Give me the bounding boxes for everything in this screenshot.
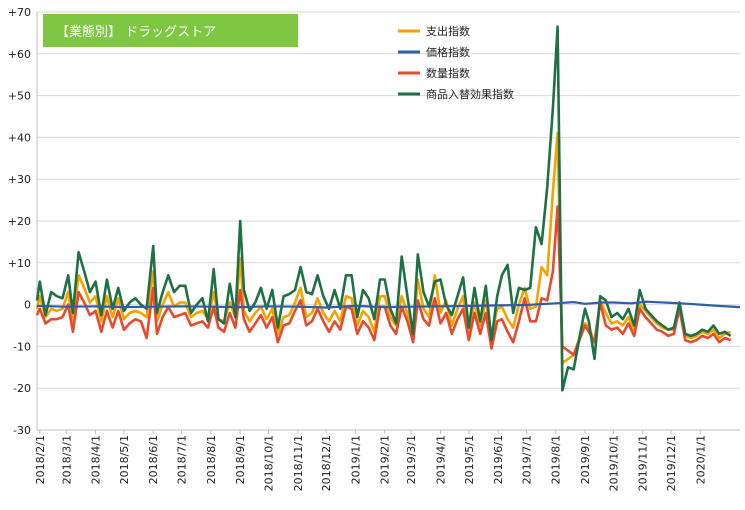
x-tick-label: 2019/6/1 xyxy=(492,435,505,484)
legend-label: 価格指数 xyxy=(426,45,470,59)
legend-label: 商品入替効果指数 xyxy=(426,87,514,101)
y-tick-label: -30 xyxy=(13,424,31,437)
x-tick-label: 2018/6/1 xyxy=(147,435,160,484)
y-tick-label: +50 xyxy=(8,90,31,103)
y-tick-label: +60 xyxy=(8,48,31,61)
x-tick-label: 2019/5/1 xyxy=(463,435,476,484)
y-tick-label: 0 xyxy=(24,299,31,312)
x-tick-label: 2018/10/1 xyxy=(262,435,275,491)
x-tick-label: 2019/12/1 xyxy=(665,435,678,491)
x-tick-label: 2019/4/1 xyxy=(434,435,447,484)
chart-title-box: 【業態別】 ドラッグストア xyxy=(43,14,298,47)
x-axis-ticks: 2018/2/1 2018/3/1 2018/4/1 2018/5/1 2018/6/1… xyxy=(34,12,740,491)
legend-label: 数量指数 xyxy=(426,66,470,80)
series-lines xyxy=(35,25,741,392)
y-tick-label: +30 xyxy=(8,173,31,186)
series-line-0 xyxy=(35,131,732,365)
y-tick-label: +10 xyxy=(8,257,31,270)
x-tick-label: 2019/10/1 xyxy=(607,435,620,491)
y-tick-label: +70 xyxy=(8,6,31,19)
x-tick-label: 2018/2/1 xyxy=(34,435,47,484)
x-tick-label: 2019/8/1 xyxy=(550,435,563,484)
x-tick-label: 2018/9/1 xyxy=(234,435,247,484)
chart-title: 【業態別】 ドラッグストア xyxy=(56,24,216,40)
x-tick-label: 2019/11/1 xyxy=(637,435,650,491)
legend-label: 支出指数 xyxy=(426,24,470,38)
x-tick-label: 2018/4/1 xyxy=(90,435,103,484)
x-tick-label: 2018/8/1 xyxy=(205,435,218,484)
x-tick-label: 2018/11/1 xyxy=(292,435,305,491)
x-tick-label: 2019/3/1 xyxy=(405,435,418,484)
x-tick-label: 2019/9/1 xyxy=(579,435,592,484)
grid-lines xyxy=(37,11,740,431)
x-tick-label: 2018/3/1 xyxy=(60,435,73,484)
x-tick-label: 2019/2/1 xyxy=(379,435,392,484)
x-tick-label: 2018/7/1 xyxy=(176,435,189,484)
y-axis-ticks: +70 +60 +50 +40 +30 +20 +10 0 -10 -20 -30 xyxy=(8,6,31,437)
y-tick-label: +40 xyxy=(8,131,31,144)
series-line-3 xyxy=(35,25,732,392)
series-line-1 xyxy=(36,300,741,309)
x-tick-label: 2019/7/1 xyxy=(520,435,533,484)
y-tick-label: -10 xyxy=(13,340,31,353)
y-tick-label: -20 xyxy=(13,382,31,395)
y-tick-label: +20 xyxy=(8,215,31,228)
x-tick-label: 2019/1/1 xyxy=(349,435,362,484)
x-tick-label: 2020/1/1 xyxy=(694,435,707,484)
x-tick-label: 2018/5/1 xyxy=(118,435,131,484)
x-tick-label: 2018/12/1 xyxy=(320,435,333,491)
